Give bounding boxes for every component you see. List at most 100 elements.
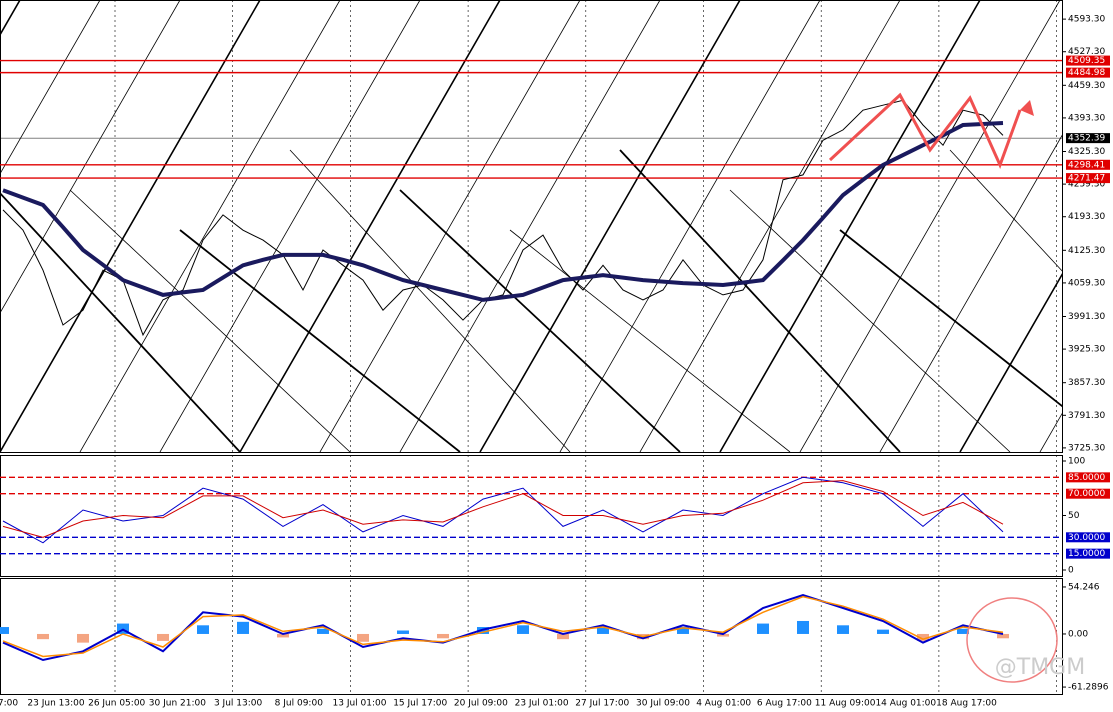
x-tick-label: 6 Aug 17:00 <box>757 699 812 709</box>
level-label: 30.0000 <box>1068 533 1105 543</box>
y-tick-label: 100 <box>1068 456 1085 466</box>
level-label: 15.0000 <box>1068 549 1105 559</box>
y-tick-label: -61.2896 <box>1068 683 1109 693</box>
level-label: 70.0000 <box>1068 489 1105 499</box>
x-tick-label: 14 Aug 01:00 <box>875 699 936 709</box>
series-line <box>2 480 1004 538</box>
series-line <box>2 593 1004 662</box>
level-label: 4298.41 <box>1068 160 1105 170</box>
series-line <box>2 595 1004 658</box>
y-tick-label: 4459.30 <box>1068 81 1105 91</box>
y-tick-label: 4259.30 <box>1068 180 1105 190</box>
highlight-circle <box>966 597 1058 683</box>
histogram-bar <box>877 629 889 634</box>
level-tag <box>1066 548 1110 559</box>
trend-line <box>399 0 661 452</box>
y-tick-label: 4593.30 <box>1068 15 1105 25</box>
y-tick-label: 4059.30 <box>1068 278 1105 288</box>
level-tag <box>1066 472 1110 483</box>
y-tick-label: 4193.30 <box>1068 212 1105 222</box>
level-tag <box>1066 133 1110 144</box>
histogram-bar <box>517 625 529 634</box>
y-tick-label: 3791.30 <box>1068 411 1105 421</box>
trend-line <box>399 189 681 452</box>
y-tick-label: 0 <box>1068 566 1074 576</box>
histogram-bar <box>557 633 569 640</box>
histogram-bar <box>237 621 249 634</box>
x-tick-label: 11 Aug 09:00 <box>815 699 876 709</box>
x-tick-label: 27 Jul 17:00 <box>575 699 629 709</box>
y-tick-label: 3725.30 <box>1068 443 1105 453</box>
histogram-bar <box>437 633 449 639</box>
histogram-bar <box>957 628 969 634</box>
x-tick-label: 26 Jun 05:00 <box>88 699 145 709</box>
trend-line <box>179 229 461 452</box>
level-label: 4352.39 <box>1068 134 1105 144</box>
histogram-bar <box>757 623 769 634</box>
panel-frame <box>0 0 1063 453</box>
y-tick-label: 4125.30 <box>1068 246 1105 256</box>
trend-line <box>879 134 1062 452</box>
level-label: 4484.98 <box>1068 68 1105 78</box>
watermark: @TMGM <box>995 655 1085 680</box>
trend-line <box>289 149 571 452</box>
histogram-bar <box>717 633 729 637</box>
y-tick-label: 3925.30 <box>1068 345 1105 355</box>
histogram-bar <box>917 633 929 641</box>
histogram-bar <box>597 627 609 634</box>
histogram-bar <box>197 625 209 634</box>
trend-line <box>729 189 1011 452</box>
y-tick-label: 3991.30 <box>1068 312 1105 322</box>
trend-line <box>619 149 901 452</box>
histogram-bar <box>797 620 809 634</box>
y-tick-label: 4393.30 <box>1068 113 1105 123</box>
level-tag <box>1066 159 1110 170</box>
trend-line <box>69 189 351 452</box>
level-tag <box>1066 488 1110 499</box>
x-tick-label: 8 Jul 09:00 <box>275 699 324 709</box>
trend-group <box>0 0 1062 452</box>
level-tag <box>1066 67 1110 78</box>
histogram-bar <box>0 627 9 634</box>
trend-lines <box>0 0 1062 452</box>
level-label: 4509.35 <box>1068 56 1105 66</box>
trend-line <box>159 0 421 452</box>
trend-line <box>479 0 741 452</box>
x-tick-label: 15 Jul 17:00 <box>393 699 447 709</box>
x-tick-label: 7:00 <box>0 699 18 709</box>
histogram-bar <box>997 633 1009 639</box>
level-tag <box>1066 173 1110 184</box>
x-tick-label: 18 Aug 17:00 <box>936 699 997 709</box>
annotation-arrows <box>828 92 1022 169</box>
y-tick-label: 4325.30 <box>1068 147 1105 157</box>
trend-line <box>639 0 901 452</box>
trend-line <box>959 273 1062 452</box>
trend-line <box>839 229 1062 408</box>
y-tick-label: 50 <box>1068 511 1080 521</box>
histogram-bar <box>397 630 409 634</box>
histogram-bar <box>37 633 49 640</box>
histogram-bar <box>157 633 169 641</box>
trend-line <box>0 191 241 452</box>
histogram-bar <box>277 633 289 638</box>
histogram-bar <box>357 633 369 642</box>
trend-line <box>509 229 791 452</box>
x-tick-label: 4 Aug 01:00 <box>696 699 751 709</box>
series-line <box>2 476 1004 544</box>
histogram-bar <box>317 628 329 634</box>
x-tick-label: 3 Jul 13:00 <box>214 699 263 709</box>
trend-line <box>799 0 1061 452</box>
x-tick-label: 23 Jun 13:00 <box>27 699 84 709</box>
trend-line <box>319 0 581 452</box>
panel-frame <box>0 578 1063 695</box>
level-tag <box>1066 55 1110 66</box>
arrow-head <box>1020 100 1034 116</box>
y-tick-label: 4527.30 <box>1068 47 1105 57</box>
trend-line <box>79 0 341 452</box>
level-label: 4271.47 <box>1068 174 1105 184</box>
x-tick-label: 20 Jul 09:00 <box>454 699 508 709</box>
